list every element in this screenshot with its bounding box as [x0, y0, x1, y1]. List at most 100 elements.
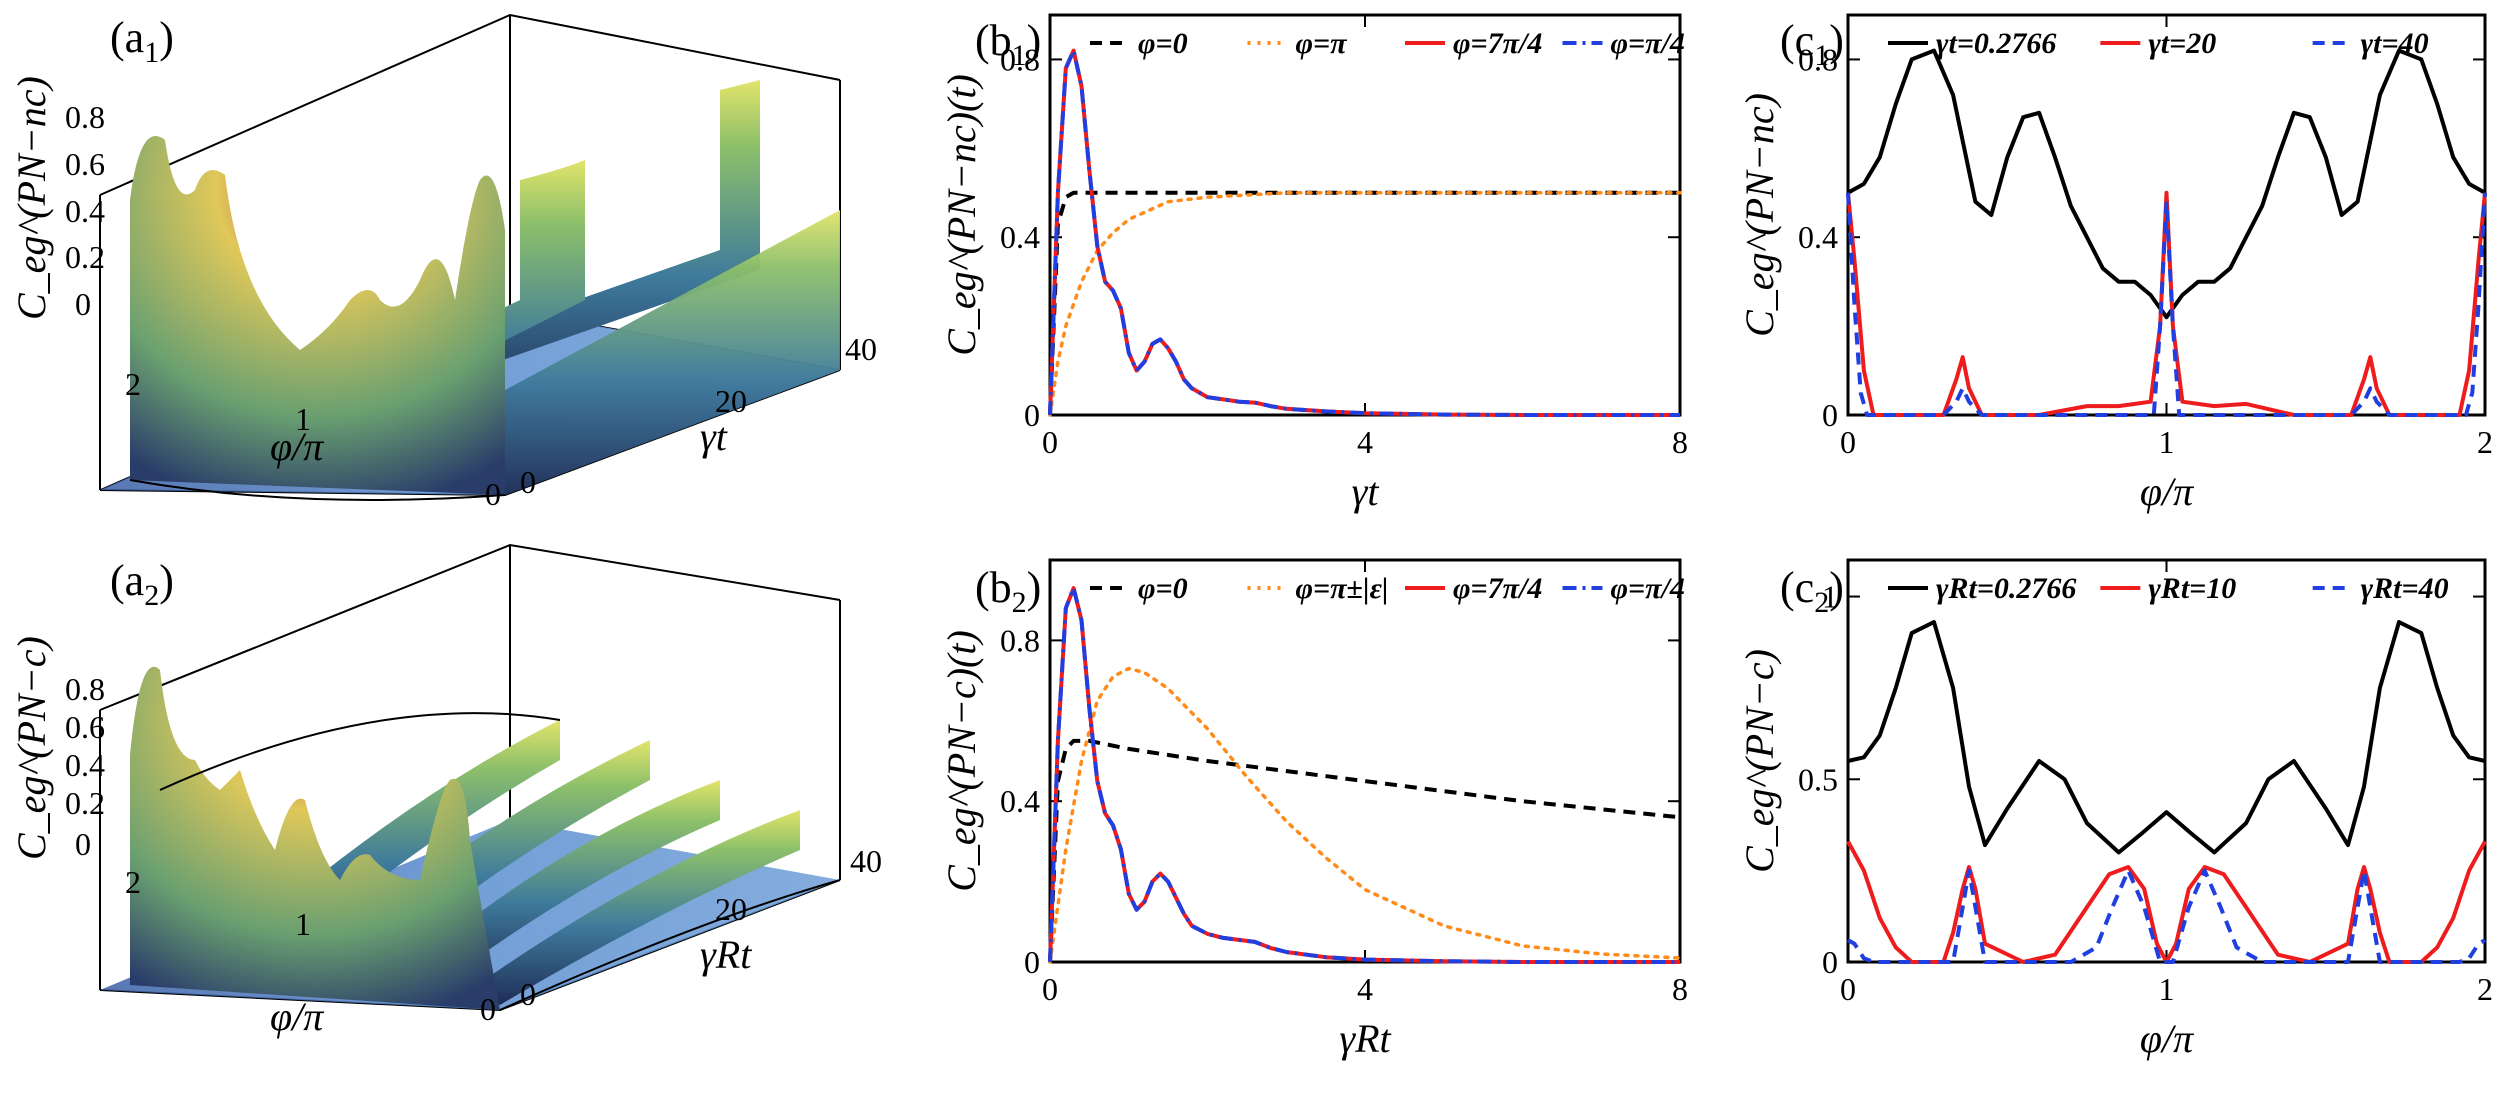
- panel-label-c1: (c1): [1780, 16, 1844, 72]
- x-tick-label: 0: [1840, 424, 1856, 460]
- series-line: [1048, 190, 1680, 416]
- y-tick-label: 0.8: [1798, 41, 1838, 77]
- line-chart-c1: 0 1 2 0 0.4 0.8 φ/π C_eg^(PN−nc) γt=0.2766 γt=20 γ…: [1737, 13, 2493, 514]
- surface-ridge-a2-4: [470, 810, 800, 1005]
- surface-edge-a1: [129, 479, 506, 501]
- line-chart-c2: 0 1 2 0 0.5 1 φ/π C_eg^(PN−c) γRt=0.2766 γRt=10 γR…: [1737, 558, 2493, 1061]
- y-tick-label: 0: [1822, 944, 1838, 980]
- surface-curve-a2: [159, 712, 561, 791]
- phi-tick: 2: [125, 366, 141, 402]
- legend-label: φ=π/4: [1611, 27, 1685, 60]
- t-tick: 0: [520, 464, 536, 500]
- z-tick: 0.2: [65, 239, 105, 275]
- y-tick-label: 0.8: [1000, 41, 1040, 77]
- y-tick-label: 0: [1822, 397, 1838, 433]
- surface-front-a2: [130, 666, 500, 1010]
- series-line: [1048, 586, 1680, 964]
- line-chart-b1: 0 4 8 0 0.4 0.8 γt C_eg^(PN−nc)(t) φ=0 φ=π φ=7π/4 φ…: [939, 13, 1688, 514]
- x-axis-label: φ/π: [2140, 1016, 2194, 1061]
- x-axis-label: γRt: [1339, 1016, 1391, 1061]
- y-tick-label: 0: [1024, 397, 1040, 433]
- x-tick-label: 0: [1840, 971, 1856, 1007]
- y-axis-label: C_eg^(PN−c)(t): [939, 630, 984, 892]
- x-axis-label: γt: [1352, 469, 1380, 514]
- surface-front-a1: [130, 136, 505, 495]
- legend-label: γt=20: [2148, 27, 2216, 60]
- panel-label-b2: (b2): [975, 563, 1041, 619]
- line-chart-b2: 0 4 8 0 0.4 0.8 γRt C_eg^(PN−c)(t) φ=0 φ=π±|ε| φ=7…: [939, 558, 1688, 1061]
- ylabel-a2: γRt: [700, 932, 752, 977]
- phi-tick: 2: [125, 864, 141, 900]
- series-line: [1048, 586, 1680, 964]
- phi-tick: 1: [295, 906, 311, 942]
- legend-label: γt=40: [2361, 27, 2429, 60]
- x-tick-label: 4: [1357, 424, 1373, 460]
- z-ticks-a2: 0.8 0.6 0.4 0.2 0: [65, 671, 105, 862]
- zlabel-a2: C_eg^(PN−c): [9, 636, 54, 860]
- phi-ticks-a2: 2 1 0: [125, 864, 496, 1027]
- plot-frame: [1846, 558, 2487, 964]
- y-tick-label: 0.4: [1000, 783, 1040, 819]
- phi-tick: 0: [485, 476, 501, 512]
- z-tick: 0.4: [65, 747, 105, 783]
- plot-frame: [1048, 13, 1682, 417]
- y-axis-label: C_eg^(PN−nc): [1737, 93, 1782, 337]
- x-tick-label: 1: [2159, 971, 2175, 1007]
- series-line: [1847, 48, 2486, 320]
- y-tick-label: 0.5: [1798, 761, 1838, 797]
- ylabel-a1: γt: [700, 414, 728, 459]
- series-line: [1048, 48, 1680, 417]
- legend-label: φ=π±|ε|: [1296, 572, 1389, 605]
- y-tick-label: 1: [1822, 579, 1838, 615]
- series-line: [1048, 666, 1682, 964]
- panel-label-b1: (b1): [975, 16, 1041, 72]
- phi-ticks-a1: 2 1 0: [125, 366, 501, 512]
- surface-plot-a2: (a2) 0.8 0.6 0.4 0.2 0 2 1 0 0: [9, 543, 882, 1039]
- y-axis-label: C_eg^(PN−nc)(t): [939, 74, 984, 356]
- series-line: [1847, 868, 2486, 964]
- series-line: [1048, 738, 1681, 963]
- series-line: [1048, 191, 1682, 417]
- legend-label: φ=0: [1138, 27, 1188, 60]
- x-tick-label: 4: [1357, 971, 1373, 1007]
- surface-edge-a2: [499, 879, 841, 1011]
- xlabel-a2: φ/π: [270, 994, 324, 1039]
- t-tick: 40: [845, 331, 877, 367]
- y-tick-label: 0.4: [1798, 219, 1838, 255]
- t-tick: 0: [520, 976, 536, 1012]
- legend-label: φ=π/4: [1611, 572, 1685, 605]
- legend-label: γRt=0.2766: [1936, 572, 2076, 605]
- t-ticks-a1: 0 20 40: [520, 331, 877, 500]
- legend-label: φ=π: [1296, 27, 1348, 60]
- y-tick-label: 0.8: [1000, 622, 1040, 658]
- x-tick-label: 1: [2159, 424, 2175, 460]
- legend-label: γRt=10: [2148, 572, 2236, 605]
- surface-ridge-a1-3: [505, 210, 840, 495]
- x-axis-label: φ/π: [2140, 469, 2194, 514]
- y-tick-label: 0: [1024, 944, 1040, 980]
- z-tick: 0.8: [65, 671, 105, 707]
- z-tick: 0: [75, 286, 91, 322]
- phi-tick: 0: [480, 991, 496, 1027]
- y-tick-label: 0.4: [1000, 219, 1040, 255]
- z-tick: 0: [75, 826, 91, 862]
- z-tick: 0.6: [65, 146, 105, 182]
- z-tick: 0.6: [65, 709, 105, 745]
- legend-label: φ=7π/4: [1453, 27, 1542, 60]
- t-tick: 20: [715, 383, 747, 419]
- z-tick: 0.4: [65, 193, 105, 229]
- panel-label-a2: (a2): [110, 556, 174, 612]
- x-tick-label: 8: [1672, 971, 1688, 1007]
- zlabel-a1: C_eg^(PN−nc): [9, 76, 54, 320]
- legend-label: φ=0: [1138, 572, 1188, 605]
- x-tick-label: 8: [1672, 424, 1688, 460]
- legend-label: γRt=40: [2361, 572, 2449, 605]
- legend-label: φ=7π/4: [1453, 572, 1542, 605]
- x-tick-label: 2: [2477, 971, 2493, 1007]
- phi-tick: 1: [295, 401, 311, 437]
- t-tick: 20: [715, 891, 747, 927]
- series-line: [1846, 840, 2487, 964]
- panel-label-a1: (a1): [110, 13, 174, 69]
- z-ticks-a1: 0.8 0.6 0.4 0.2 0: [65, 99, 105, 322]
